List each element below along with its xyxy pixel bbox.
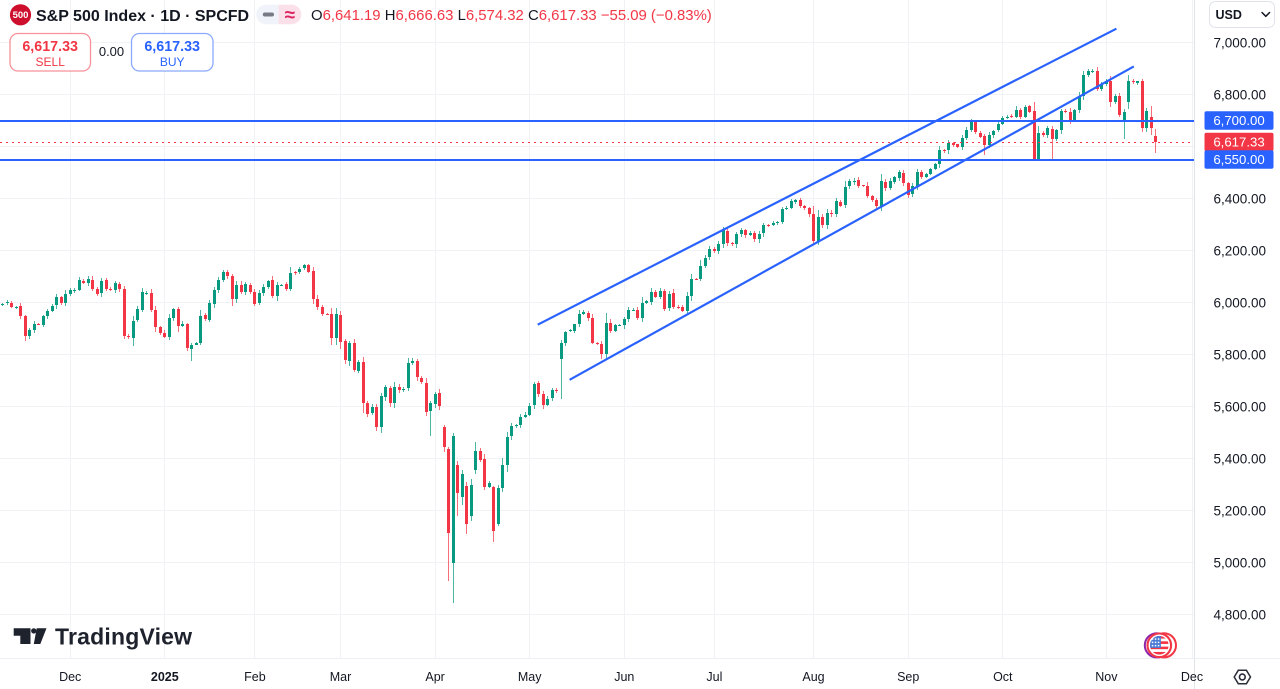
- svg-text:2025: 2025: [151, 670, 179, 684]
- svg-text:Sep: Sep: [897, 670, 919, 684]
- svg-text:BUY: BUY: [160, 55, 185, 69]
- svg-text:Aug: Aug: [802, 670, 824, 684]
- svg-text:5,000.00: 5,000.00: [1214, 555, 1267, 570]
- svg-text:6,617.33: 6,617.33: [144, 39, 200, 55]
- svg-text:USD: USD: [1216, 8, 1242, 22]
- svg-text:5,800.00: 5,800.00: [1214, 347, 1267, 362]
- svg-text:May: May: [518, 670, 542, 684]
- svg-text:6,800.00: 6,800.00: [1214, 87, 1267, 102]
- svg-text:5,600.00: 5,600.00: [1214, 399, 1267, 414]
- svg-text:≈: ≈: [285, 5, 296, 26]
- svg-text:6,617.33: 6,617.33: [1213, 135, 1264, 150]
- svg-text:TradingView: TradingView: [55, 624, 192, 650]
- svg-text:Jul: Jul: [706, 670, 722, 684]
- svg-text:5,200.00: 5,200.00: [1214, 503, 1267, 518]
- svg-text:SELL: SELL: [36, 55, 66, 69]
- svg-text:Dec: Dec: [1181, 670, 1203, 684]
- svg-text:6,400.00: 6,400.00: [1214, 191, 1267, 206]
- svg-text:6,200.00: 6,200.00: [1214, 243, 1267, 258]
- svg-text:Nov: Nov: [1095, 670, 1118, 684]
- svg-text:4,800.00: 4,800.00: [1214, 607, 1267, 622]
- svg-text:Jun: Jun: [614, 670, 634, 684]
- svg-text:0.00: 0.00: [99, 44, 124, 59]
- svg-text:500: 500: [13, 10, 29, 21]
- svg-text:S&P 500 Index · 1D · SPCFD: S&P 500 Index · 1D · SPCFD: [36, 8, 249, 25]
- svg-text:7,000.00: 7,000.00: [1214, 35, 1267, 50]
- svg-text:6,550.00: 6,550.00: [1213, 152, 1264, 167]
- svg-text:6,617.33: 6,617.33: [22, 39, 78, 55]
- svg-text:Dec: Dec: [59, 670, 81, 684]
- svg-text:Oct: Oct: [993, 670, 1013, 684]
- svg-text:Apr: Apr: [425, 670, 444, 684]
- svg-text:6,000.00: 6,000.00: [1214, 295, 1267, 310]
- svg-text:6,700.00: 6,700.00: [1213, 113, 1264, 128]
- svg-text:Feb: Feb: [244, 670, 266, 684]
- svg-text:O6,641.19 H6,666.63 L6,574.32: O6,641.19 H6,666.63 L6,574.32 C6,617.33 …: [311, 8, 712, 24]
- svg-text:Mar: Mar: [330, 670, 352, 684]
- svg-text:5,400.00: 5,400.00: [1214, 451, 1267, 466]
